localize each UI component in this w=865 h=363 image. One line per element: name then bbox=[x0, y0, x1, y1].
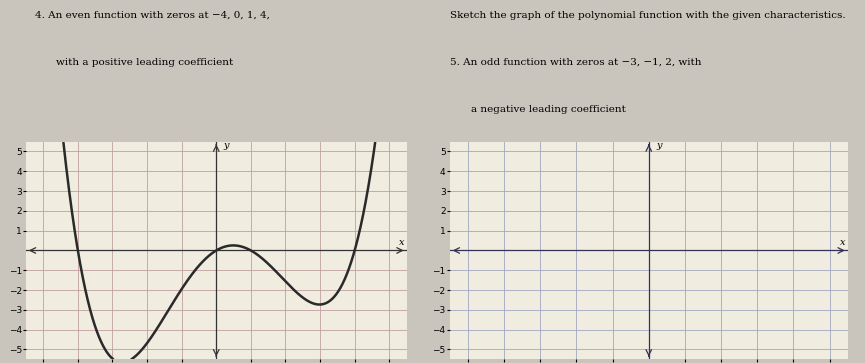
Text: y: y bbox=[656, 141, 662, 150]
Text: x: x bbox=[840, 237, 845, 246]
Text: Sketch the graph of the polynomial function with the given characteristics.: Sketch the graph of the polynomial funct… bbox=[450, 11, 845, 20]
Text: 4. An even function with zeros at −4, 0, 1, 4,: 4. An even function with zeros at −4, 0,… bbox=[35, 11, 270, 20]
Text: with a positive leading coefficient: with a positive leading coefficient bbox=[56, 58, 234, 67]
Text: a negative leading coefficient: a negative leading coefficient bbox=[471, 105, 626, 114]
Text: y: y bbox=[223, 141, 228, 150]
Text: 5. An odd function with zeros at −3, −1, 2, with: 5. An odd function with zeros at −3, −1,… bbox=[450, 58, 702, 67]
Text: x: x bbox=[399, 237, 404, 246]
